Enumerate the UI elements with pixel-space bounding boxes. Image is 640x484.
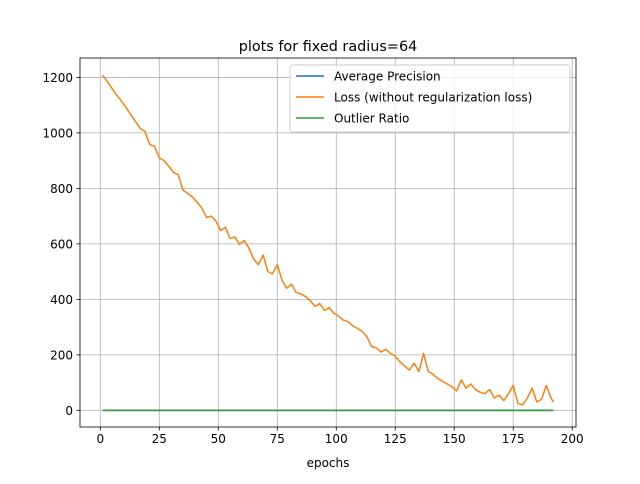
x-tick-label: 175 xyxy=(502,432,525,446)
y-tick-label: 600 xyxy=(50,237,73,251)
x-axis-label: epochs xyxy=(307,456,350,470)
chart-title: plots for fixed radius=64 xyxy=(239,39,418,55)
x-tick-label: 25 xyxy=(152,432,167,446)
legend-label: Average Precision xyxy=(334,70,441,84)
y-tick-label: 0 xyxy=(65,404,73,418)
series-line-2 xyxy=(102,74,555,406)
y-tick-label: 1000 xyxy=(42,126,73,140)
x-tick-label: 0 xyxy=(96,432,104,446)
legend-box xyxy=(289,64,571,133)
y-tick-label: 200 xyxy=(50,348,73,362)
x-tick-label: 150 xyxy=(443,432,466,446)
series-lines xyxy=(102,74,555,412)
legend-label: Loss (without regularization loss) xyxy=(334,91,532,105)
y-tick-label: 1200 xyxy=(42,71,73,85)
plot-frame xyxy=(79,57,577,428)
x-tick-label: 100 xyxy=(325,432,348,446)
y-tick-label: 800 xyxy=(50,182,73,196)
legend: Average Precision Loss (without regulariz… xyxy=(289,64,571,133)
legend-label: Outlier Ratio xyxy=(334,112,409,126)
axis-ticks: 0 25 50 75 100 125 150 175 200 0 200 400 600 800 1000 1… xyxy=(42,71,583,446)
y-tick-label: 400 xyxy=(50,293,73,307)
x-tick-label: 200 xyxy=(561,432,584,446)
x-tick-label: 50 xyxy=(211,432,226,446)
x-tick-label: 75 xyxy=(270,432,285,446)
x-tick-label: 125 xyxy=(384,432,407,446)
